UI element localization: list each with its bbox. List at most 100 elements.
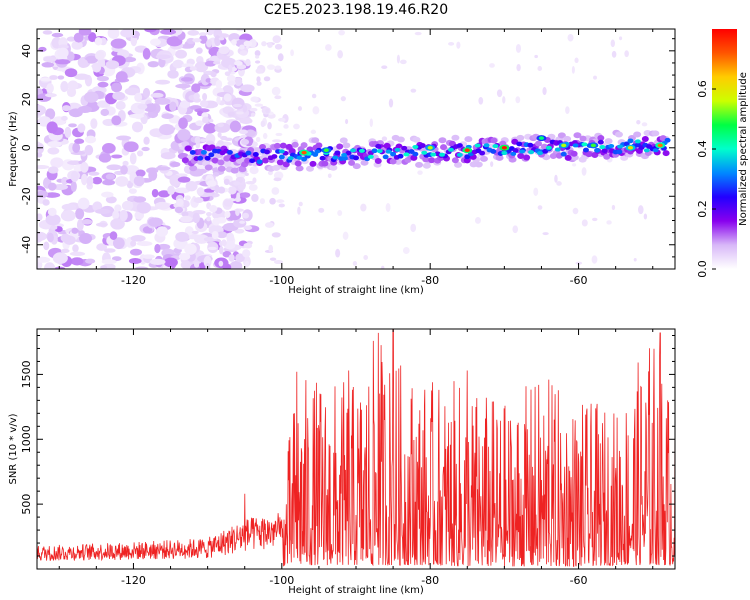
band-blob: [438, 137, 447, 144]
band-blob: [311, 137, 320, 144]
band-blob: [490, 137, 498, 144]
noise-blob: [74, 73, 90, 80]
band-blob: [204, 155, 211, 161]
band-blob: [479, 150, 486, 156]
band-blob: [495, 154, 504, 161]
band-blob: [422, 156, 430, 163]
band-blob: [415, 161, 424, 168]
noise-blob: [184, 226, 194, 236]
noise-blob: [150, 92, 164, 98]
noise-blob: [160, 152, 176, 160]
noise-blob: [110, 38, 127, 49]
noise-blob: [130, 240, 137, 247]
noise-blob: [194, 61, 209, 73]
noise-blob: [417, 170, 423, 175]
noise-blob: [136, 241, 153, 247]
noise-blob: [180, 77, 193, 82]
noise-blob: [154, 201, 170, 210]
band-blob: [226, 149, 233, 155]
colorbar-tick-label: 0.0: [696, 260, 709, 278]
noise-blob: [88, 171, 100, 176]
noise-blob: [70, 257, 84, 266]
band-blob: [479, 155, 488, 162]
noise-blob: [410, 88, 417, 93]
noise-blob: [78, 58, 89, 68]
noise-blob: [157, 190, 171, 198]
noise-blob: [175, 83, 191, 89]
noise-blob: [143, 136, 150, 145]
band-blob: [263, 149, 270, 155]
noise-blob: [149, 38, 161, 46]
band-blob: [321, 160, 329, 167]
band-blob: [412, 151, 419, 157]
noise-blob: [105, 196, 117, 204]
band-blob: [385, 149, 392, 154]
noise-blob: [199, 34, 208, 44]
noise-blob: [136, 201, 152, 214]
noise-blob: [196, 187, 205, 196]
noise-blob: [554, 174, 558, 183]
noise-blob: [67, 80, 79, 91]
hotspot: [427, 145, 433, 150]
noise-blob: [262, 132, 268, 140]
noise-blob: [142, 87, 151, 98]
band-blob: [390, 151, 397, 157]
noise-blob: [352, 261, 358, 266]
noise-blob: [84, 55, 98, 64]
noise-blob: [537, 205, 543, 210]
noise-blob: [252, 141, 258, 147]
band-blob: [374, 157, 382, 164]
noise-blob: [512, 225, 519, 234]
noise-blob: [115, 71, 128, 83]
noise-blob: [47, 207, 57, 217]
band-blob: [428, 157, 436, 164]
noise-blob: [227, 186, 237, 195]
band-blob: [389, 158, 397, 165]
band-blob: [348, 159, 356, 166]
noise-blob: [115, 100, 126, 111]
hotspot: [561, 143, 567, 148]
noise-blob: [37, 231, 44, 243]
noise-blob: [325, 44, 332, 51]
noise-blob: [194, 136, 201, 144]
band-blob: [252, 152, 259, 157]
band-blob: [278, 154, 285, 160]
band-blob: [291, 141, 299, 148]
noise-blob: [67, 51, 75, 62]
noise-blob: [130, 234, 146, 242]
noise-blob: [179, 100, 191, 109]
band-blob: [278, 149, 285, 154]
band-blob: [439, 152, 446, 157]
noise-blob: [567, 33, 574, 42]
noise-blob: [180, 215, 193, 223]
noise-blob: [177, 176, 191, 183]
noise-blob: [268, 244, 274, 253]
band-blob: [282, 161, 290, 168]
band-blob: [451, 157, 459, 164]
noise-blob: [228, 254, 235, 262]
band-blob: [528, 150, 535, 155]
noise-blob: [271, 232, 281, 238]
noise-blob: [142, 47, 151, 60]
noise-blob: [227, 111, 235, 117]
noise-blob: [217, 33, 230, 38]
band-blob: [419, 143, 426, 148]
noise-blob: [581, 167, 587, 176]
colorbar: 0.0 0.2 0.4 0.6 Normalized spectral amplitu…: [696, 29, 749, 278]
noise-blob: [239, 44, 245, 50]
noise-blob: [249, 107, 258, 112]
band-blob: [360, 159, 369, 166]
snr-xtick-label: -120: [121, 574, 146, 587]
band-blob: [614, 131, 623, 138]
band-blob: [517, 153, 525, 160]
band-blob: [523, 154, 531, 161]
noise-blob: [128, 188, 137, 194]
band-blob: [634, 139, 641, 144]
band-blob: [339, 137, 348, 144]
noise-blob: [229, 120, 242, 133]
noise-blob: [159, 124, 175, 136]
noise-blob: [381, 65, 388, 70]
noise-blob: [37, 256, 51, 263]
band-blob: [394, 147, 401, 152]
band-blob: [464, 154, 471, 160]
